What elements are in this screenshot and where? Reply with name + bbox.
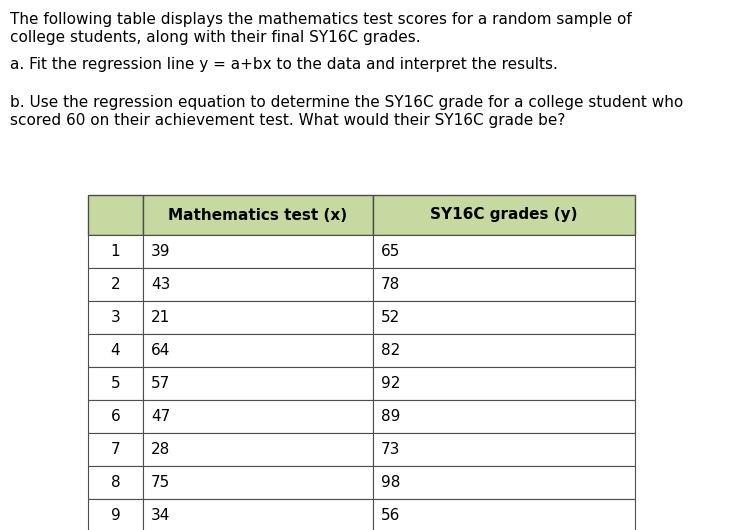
Bar (373, 400, 635, 433)
Text: 47: 47 (151, 409, 170, 424)
Text: 56: 56 (381, 508, 401, 523)
Text: 75: 75 (151, 475, 170, 490)
Text: 6: 6 (110, 409, 120, 424)
Text: 2: 2 (110, 277, 120, 292)
Bar (88, 301, 143, 334)
Text: Mathematics test (x): Mathematics test (x) (169, 208, 348, 223)
Bar (373, 499, 635, 530)
Text: 34: 34 (151, 508, 170, 523)
Text: 98: 98 (381, 475, 401, 490)
Bar (143, 367, 373, 400)
Text: SY16C grades (y): SY16C grades (y) (430, 208, 577, 223)
Text: 52: 52 (381, 310, 401, 325)
Text: 39: 39 (151, 244, 171, 259)
Bar (143, 499, 373, 530)
Bar (88, 499, 143, 530)
Text: 82: 82 (381, 343, 401, 358)
Text: 92: 92 (381, 376, 401, 391)
Text: 1: 1 (110, 244, 120, 259)
Text: 21: 21 (151, 310, 170, 325)
Bar (373, 301, 635, 334)
Bar (88, 400, 143, 433)
Bar (373, 268, 635, 301)
Bar (143, 433, 373, 466)
Bar (88, 195, 143, 235)
Text: 73: 73 (381, 442, 401, 457)
Bar (373, 195, 635, 235)
Bar (143, 235, 373, 268)
Bar (143, 195, 373, 235)
Bar (373, 334, 635, 367)
Bar (88, 466, 143, 499)
Text: The following table displays the mathematics test scores for a random sample of: The following table displays the mathema… (10, 12, 632, 27)
Bar (143, 334, 373, 367)
Text: 57: 57 (151, 376, 170, 391)
Bar (373, 466, 635, 499)
Bar (373, 367, 635, 400)
Text: 3: 3 (110, 310, 120, 325)
Bar (143, 301, 373, 334)
Bar (373, 433, 635, 466)
Bar (88, 235, 143, 268)
Text: college students, along with their final SY16C grades.: college students, along with their final… (10, 30, 421, 45)
Text: 43: 43 (151, 277, 170, 292)
Text: 78: 78 (381, 277, 401, 292)
Text: 9: 9 (110, 508, 120, 523)
Text: 64: 64 (151, 343, 170, 358)
Text: 4: 4 (110, 343, 120, 358)
Text: a. Fit the regression line y = a+bx to the data and interpret the results.: a. Fit the regression line y = a+bx to t… (10, 57, 558, 72)
Text: scored 60 on their achievement test. What would their SY16C grade be?: scored 60 on their achievement test. Wha… (10, 113, 565, 128)
Text: 5: 5 (110, 376, 120, 391)
Text: 8: 8 (110, 475, 120, 490)
Bar (143, 268, 373, 301)
Text: 7: 7 (110, 442, 120, 457)
Bar (143, 466, 373, 499)
Bar (143, 400, 373, 433)
Bar (88, 367, 143, 400)
Bar (88, 334, 143, 367)
Bar (88, 433, 143, 466)
Text: b. Use the regression equation to determine the SY16C grade for a college studen: b. Use the regression equation to determ… (10, 95, 683, 110)
Text: 89: 89 (381, 409, 401, 424)
Bar (373, 235, 635, 268)
Text: 65: 65 (381, 244, 401, 259)
Text: 28: 28 (151, 442, 170, 457)
Bar (88, 268, 143, 301)
